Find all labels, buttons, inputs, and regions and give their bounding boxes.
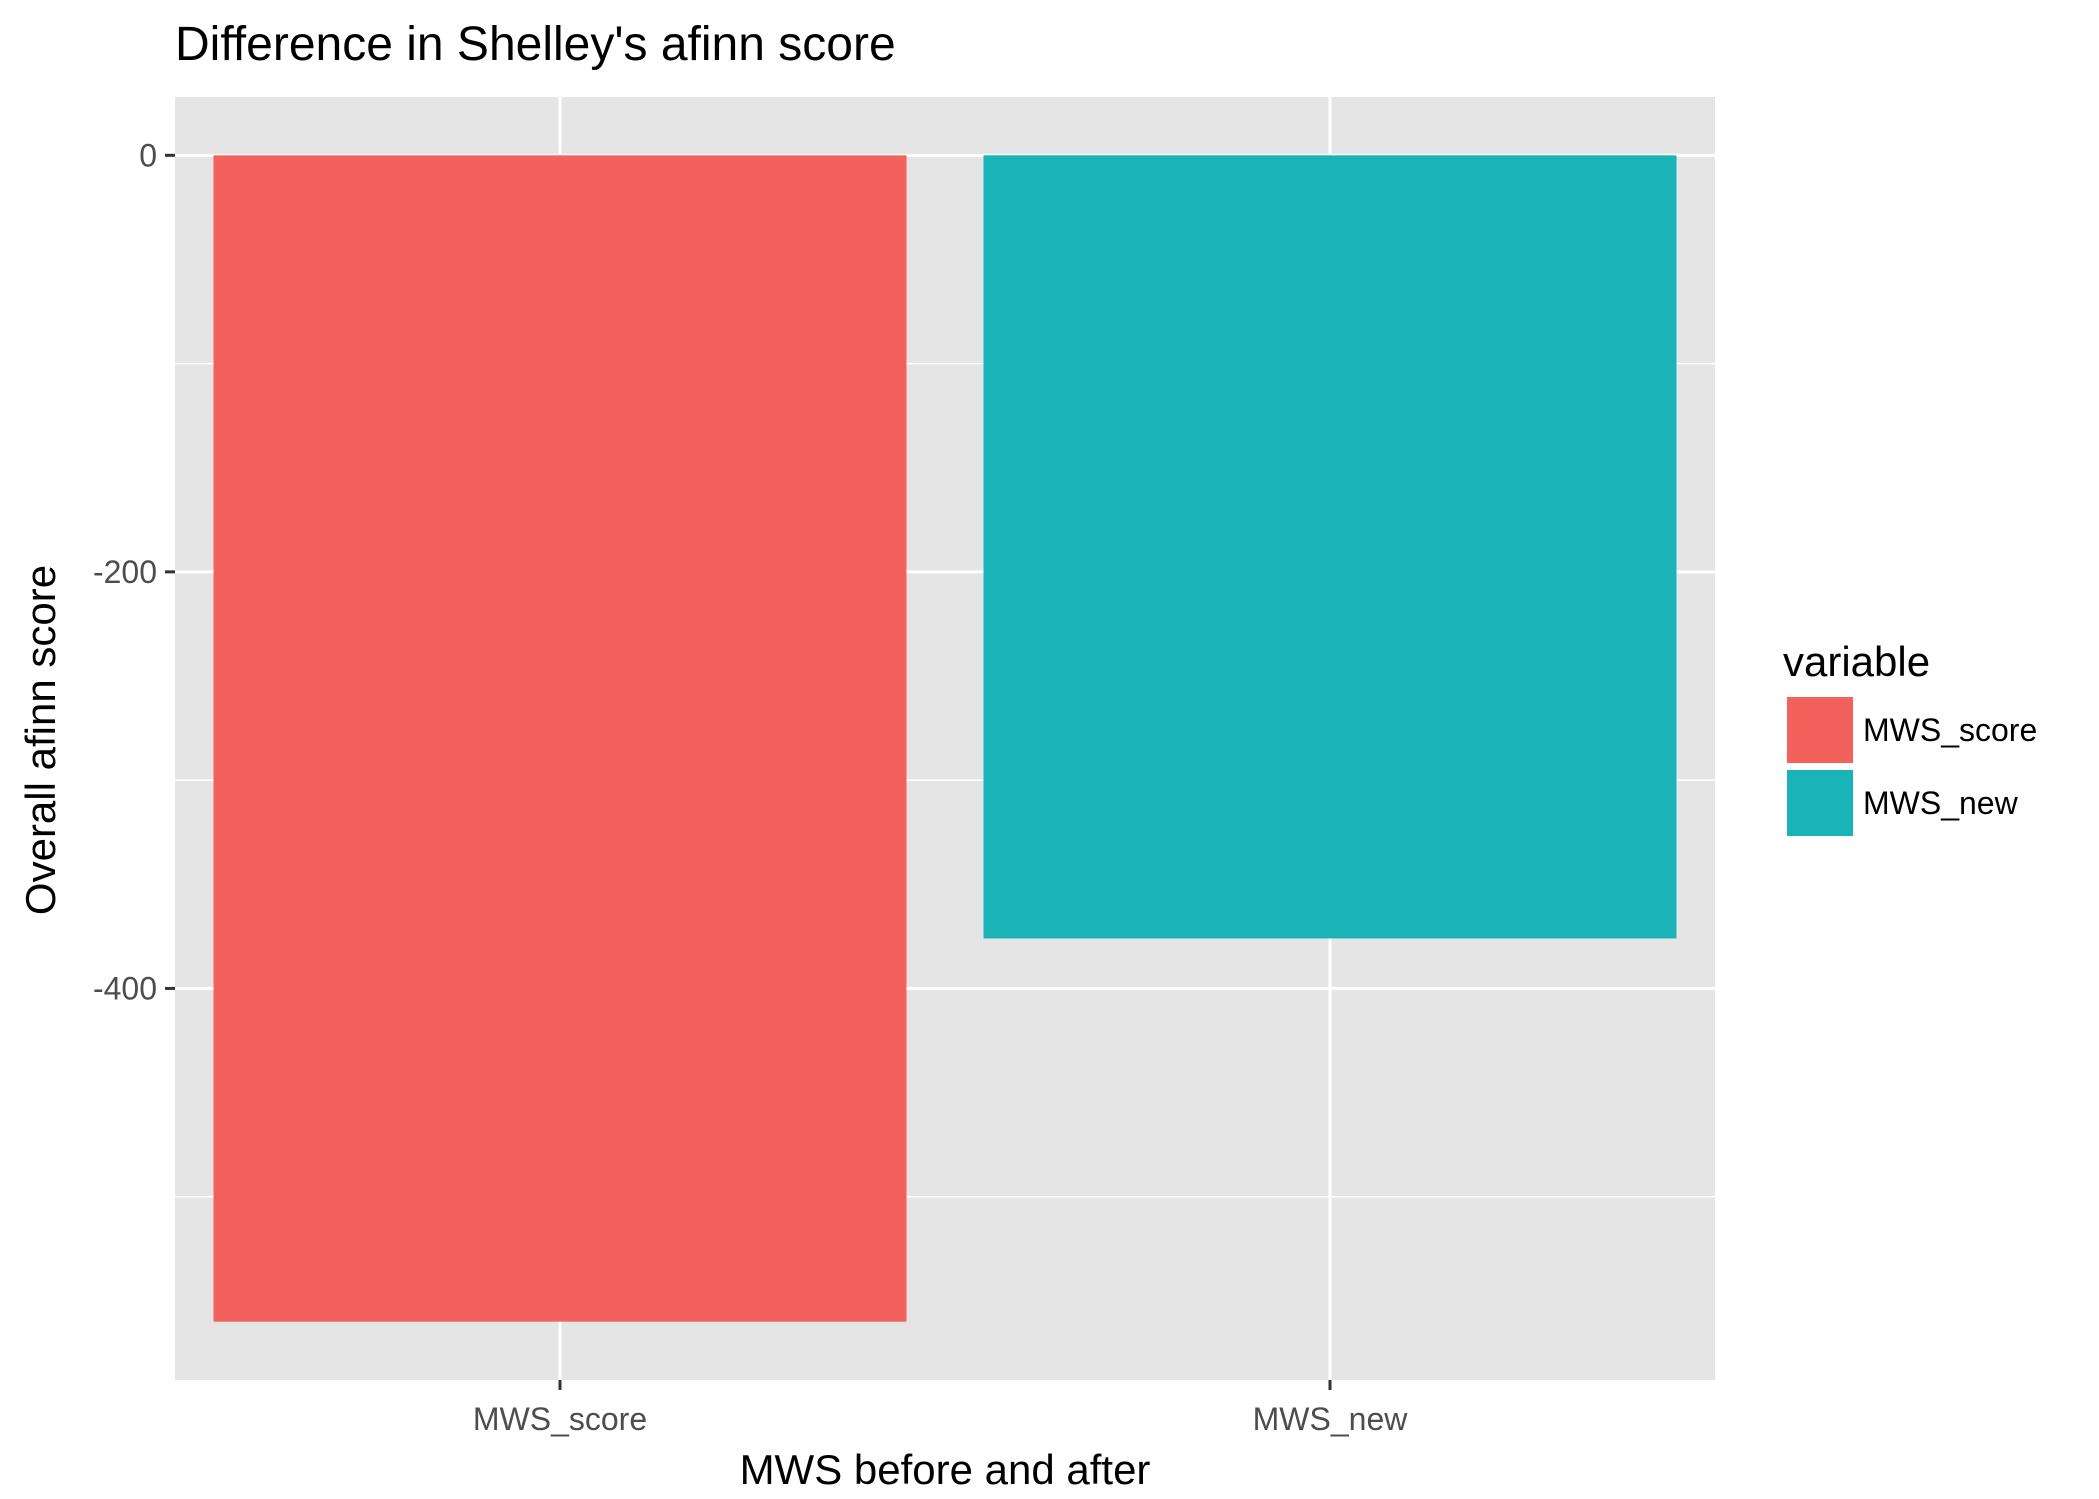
x-tick-label: MWS_new bbox=[1253, 1401, 1409, 1437]
chart-title: Difference in Shelley's afinn score bbox=[175, 18, 896, 71]
bar-mws-score bbox=[213, 155, 907, 1322]
y-tick-label: -400 bbox=[93, 970, 157, 1006]
legend-key-mws-new bbox=[1787, 770, 1853, 836]
bar-mws-new bbox=[983, 155, 1677, 939]
legend-label: MWS_new bbox=[1863, 785, 2019, 821]
y-tick-label: 0 bbox=[139, 137, 157, 173]
legend-key-mws-score bbox=[1787, 697, 1853, 763]
x-axis-title: MWS before and after bbox=[740, 1446, 1151, 1493]
legend-title: variable bbox=[1783, 638, 1930, 685]
bars bbox=[213, 155, 1677, 1322]
legend-label: MWS_score bbox=[1863, 712, 2037, 748]
y-axis-title: Overall afinn score bbox=[17, 565, 64, 915]
x-tick-label: MWS_score bbox=[473, 1401, 647, 1437]
legend: variable MWS_score MWS_new bbox=[1783, 638, 2037, 836]
y-axis: 0 -200 -400 bbox=[93, 137, 175, 1006]
x-axis: MWS_score MWS_new bbox=[473, 1380, 1408, 1437]
y-tick-label: -200 bbox=[93, 554, 157, 590]
